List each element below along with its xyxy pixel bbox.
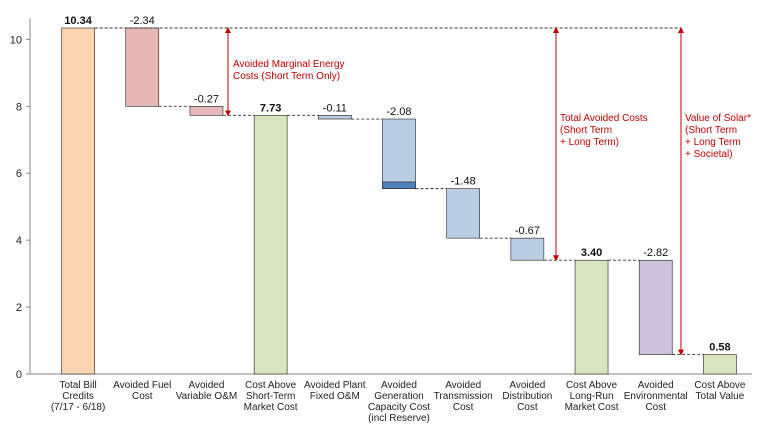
value-label: 7.73: [260, 102, 281, 114]
axes: 0 2 4 6 8 10: [10, 18, 752, 381]
category-label: Cost Above Total Value: [694, 380, 746, 402]
y-tick-label: 10: [10, 34, 22, 46]
bar: [189, 106, 224, 116]
value-label: -2.08: [386, 106, 411, 118]
value-label: -0.11: [323, 102, 347, 114]
category-label: Avoided Plant Fixed O&M: [304, 380, 366, 402]
category-label: Avoided Variable O&M: [176, 380, 238, 402]
category-label: Cost Above Short-Term Market Cost: [244, 380, 298, 413]
value-label: -2.34: [130, 15, 155, 27]
bar: [253, 115, 288, 375]
category-label: Avoided Generation Capacity Cost (incl Rese…: [368, 380, 430, 424]
value-label: -0.27: [194, 93, 219, 105]
value-label: 10.34: [64, 15, 92, 27]
annotation-text: Avoided Marginal Energy Costs (Short Term…: [233, 59, 345, 82]
y-tick-label: 4: [16, 235, 22, 247]
value-label: -2.82: [643, 247, 668, 259]
bar: [703, 354, 737, 375]
bar: [61, 27, 95, 375]
category-labels: Total Bill Credits (7/17 - 6/18) Avoided Fu…: [51, 380, 746, 424]
category-label: Avoided Distribution Cost: [502, 380, 552, 413]
connector-lines: [94, 27, 704, 356]
y-tick-label: 6: [16, 168, 22, 180]
value-labels: 10.34 -2.34 -0.27 7.73 -0.11 -2.08 -1.48 -0.67 3…: [64, 15, 730, 354]
bar: [446, 188, 480, 239]
value-label: -1.48: [451, 176, 476, 188]
bar: [318, 115, 352, 120]
annotations: Avoided Marginal Energy Costs (Short Term…: [94, 27, 751, 356]
annotation-text: Value of Solar* (Short Term + Long Term + S…: [685, 113, 751, 160]
bar: [382, 118, 416, 189]
category-label: Avoided Fuel Cost: [113, 380, 171, 402]
bar: [510, 237, 545, 261]
value-label: 0.58: [709, 342, 730, 354]
bar-segment: [382, 181, 416, 189]
y-tick-label: 8: [16, 101, 22, 113]
bar: [574, 259, 609, 375]
value-label: -0.67: [515, 225, 540, 237]
y-tick-label: 2: [16, 302, 22, 314]
bar: [638, 259, 673, 355]
category-label: Total Bill Credits (7/17 - 6/18): [51, 380, 105, 413]
annotation-text: Total Avoided Costs (Short Term + Long Ter…: [560, 113, 648, 148]
category-label: Cost Above Long-Run Market Cost: [565, 380, 619, 413]
category-label: Avoided Environmental Cost: [624, 380, 688, 413]
y-tick-label: 0: [16, 369, 22, 381]
bars: [61, 27, 737, 375]
bar: [125, 27, 160, 107]
category-label: Avoided Transmission Cost: [434, 380, 493, 413]
value-label: 3.40: [581, 247, 602, 259]
